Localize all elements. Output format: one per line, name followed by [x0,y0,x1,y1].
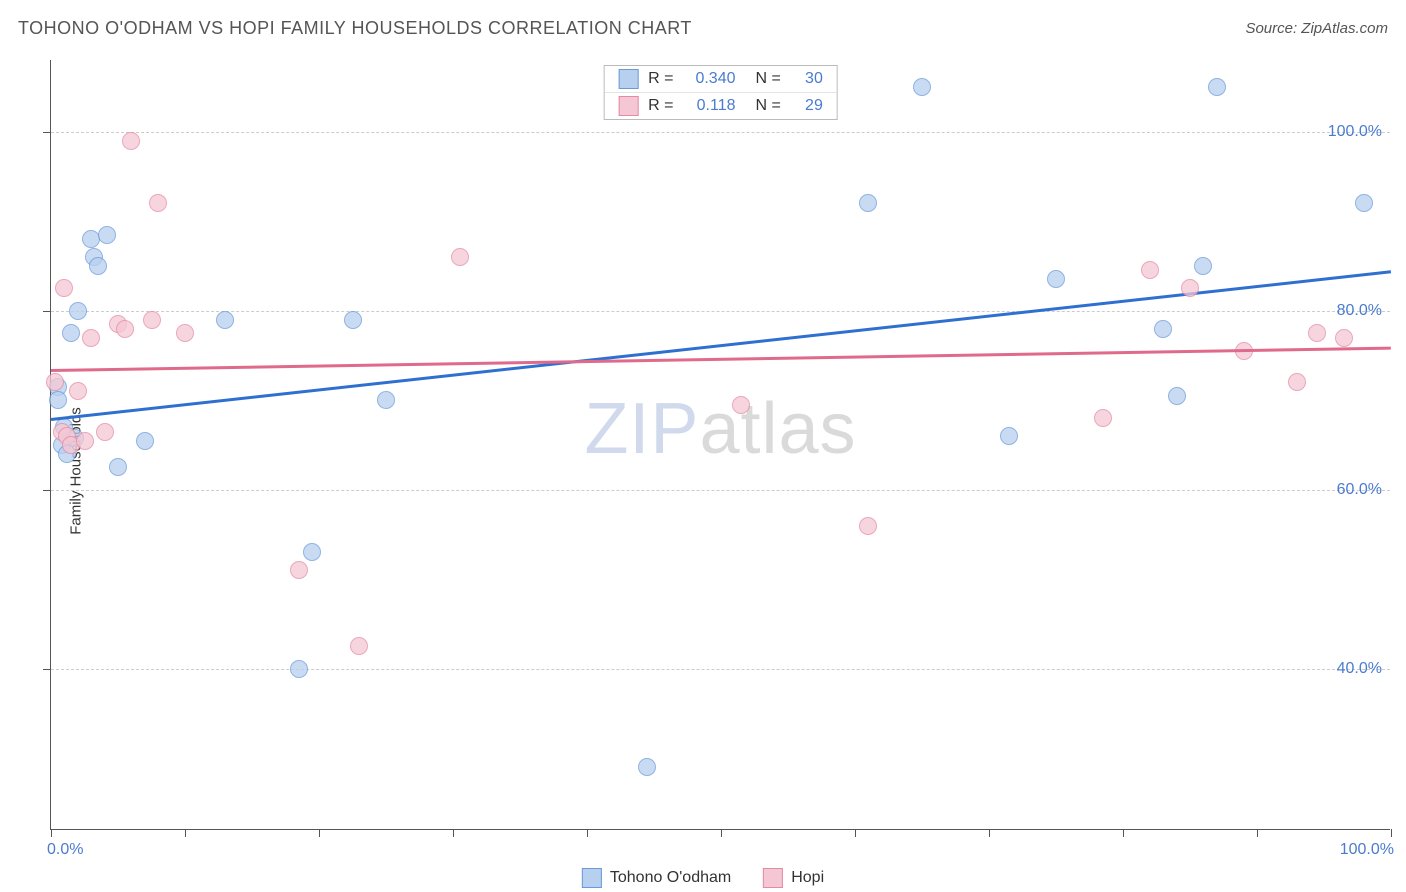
x-tick [721,829,722,837]
legend-swatch [582,868,602,888]
data-point-tohono [98,226,116,244]
data-point-hopi [46,373,64,391]
plot-area: ZIPatlas R =0.340N =30R =0.118N =29 0.0%… [50,60,1390,830]
data-point-hopi [859,517,877,535]
x-tick [989,829,990,837]
y-tick [43,311,51,312]
legend-swatch [618,69,638,89]
grid-line [51,132,1390,133]
chart-source: Source: ZipAtlas.com [1245,20,1388,37]
data-point-tohono [1047,270,1065,288]
data-point-tohono [913,78,931,96]
data-point-hopi [122,132,140,150]
x-tick [1257,829,1258,837]
data-point-hopi [69,382,87,400]
data-point-hopi [290,561,308,579]
stat-n-label: N = [756,70,781,88]
stats-legend: R = 0.340 N = 30 R = 0.118 N = 29 [603,65,838,120]
x-tick [319,829,320,837]
x-tick [1391,829,1392,837]
y-tick-label: 100.0% [1328,123,1382,141]
data-point-tohono [1154,320,1172,338]
y-tick [43,132,51,133]
chart-wrap: Family Households ZIPatlas R =0.340N =30… [0,50,1406,892]
data-point-hopi [451,248,469,266]
data-point-tohono [1194,257,1212,275]
trend-line-hopi [51,347,1391,372]
data-point-hopi [82,329,100,347]
x-max-label: 100.0% [1340,841,1394,859]
data-point-hopi [1308,324,1326,342]
data-point-hopi [149,194,167,212]
chart-header: TOHONO O'ODHAM VS HOPI FAMILY HOUSEHOLDS… [18,18,1388,39]
data-point-hopi [350,637,368,655]
legend-item-tohono: Tohono O'odham [582,868,731,888]
stat-n-value: 30 [793,70,823,88]
y-tick [43,669,51,670]
data-point-tohono [303,543,321,561]
stats-row-tohono: R = 0.340 N = 30 [604,66,837,92]
x-tick [185,829,186,837]
y-tick-label: 40.0% [1337,660,1382,678]
x-tick [1123,829,1124,837]
legend-label: Hopi [791,869,824,887]
data-point-hopi [96,423,114,441]
stat-r-label: R = [648,97,673,115]
x-tick [587,829,588,837]
data-point-hopi [732,396,750,414]
watermark-part2: atlas [699,389,856,469]
y-tick [43,490,51,491]
stat-n-value: 29 [793,97,823,115]
stat-r-value: 0.118 [686,97,736,115]
data-point-tohono [1355,194,1373,212]
legend-swatch [618,96,638,116]
stat-r-label: R = [648,70,673,88]
legend-swatch [763,868,783,888]
data-point-tohono [1168,387,1186,405]
bottom-legend: Tohono O'odham Hopi [582,868,824,888]
grid-line [51,490,1390,491]
x-tick [855,829,856,837]
data-point-hopi [1288,373,1306,391]
data-point-tohono [216,311,234,329]
data-point-tohono [69,302,87,320]
data-point-hopi [116,320,134,338]
data-point-hopi [1181,279,1199,297]
data-point-tohono [136,432,154,450]
watermark-part1: ZIP [584,389,699,469]
grid-line [51,669,1390,670]
legend-item-hopi: Hopi [763,868,824,888]
data-point-tohono [109,458,127,476]
stat-n-label: N = [756,97,781,115]
data-point-hopi [1141,261,1159,279]
data-point-tohono [638,758,656,776]
data-point-hopi [143,311,161,329]
x-min-label: 0.0% [47,841,83,859]
data-point-tohono [1000,427,1018,445]
x-tick [51,829,52,837]
legend-label: Tohono O'odham [610,869,731,887]
stat-r-value: 0.340 [686,70,736,88]
data-point-tohono [62,324,80,342]
data-point-hopi [1094,409,1112,427]
data-point-hopi [76,432,94,450]
data-point-tohono [49,391,67,409]
data-point-hopi [1335,329,1353,347]
stats-row-hopi: R = 0.118 N = 29 [604,92,837,119]
data-point-tohono [89,257,107,275]
x-tick [453,829,454,837]
chart-title: TOHONO O'ODHAM VS HOPI FAMILY HOUSEHOLDS… [18,18,692,39]
data-point-hopi [55,279,73,297]
data-point-hopi [176,324,194,342]
y-tick-label: 60.0% [1337,481,1382,499]
watermark: ZIPatlas [584,388,856,470]
data-point-tohono [344,311,362,329]
data-point-tohono [290,660,308,678]
data-point-tohono [1208,78,1226,96]
grid-line [51,311,1390,312]
data-point-tohono [377,391,395,409]
y-tick-label: 80.0% [1337,302,1382,320]
data-point-tohono [859,194,877,212]
